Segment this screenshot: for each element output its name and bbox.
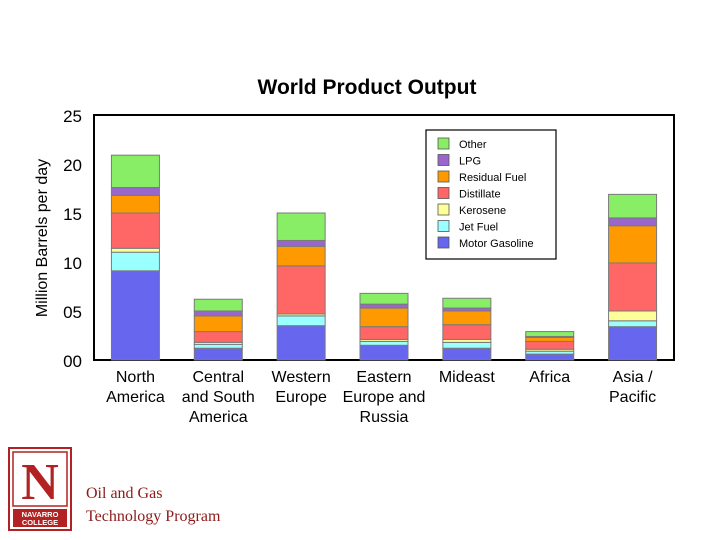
x-tick-label: Central: [192, 369, 244, 386]
legend-swatch: [437, 154, 450, 166]
bar-segment: [110, 194, 160, 214]
bar-segment: [193, 315, 243, 333]
logo-line1: NAVARRO: [22, 510, 59, 519]
chart-title: World Product Output: [258, 76, 477, 99]
bar-segment: [525, 353, 575, 361]
chart: World Product Output Million Barrels per…: [34, 76, 675, 426]
bar-segment: [359, 307, 409, 328]
bar-segment: [608, 262, 658, 312]
x-tick-label: and South: [182, 389, 255, 406]
logo-letter: N: [21, 454, 59, 511]
bars: [110, 154, 658, 361]
bar-segment: [442, 324, 492, 340]
legend-label: Residual Fuel: [459, 172, 526, 184]
bar-segment: [193, 331, 243, 343]
bar-segment: [525, 340, 575, 350]
x-tick-label: America: [106, 389, 165, 406]
y-axis-label: Million Barrels per day: [34, 159, 51, 317]
legend: Other LPG Residual Fuel Distillate Kerosene J…: [425, 129, 557, 260]
bar-segment: [442, 341, 492, 349]
footer-line2: Technology Program: [86, 508, 221, 525]
y-ticks: 00 05 10 15 20 25: [63, 107, 82, 371]
bar-segment: [276, 245, 326, 267]
legend-swatch: [437, 236, 450, 249]
legend-label: LPG: [459, 156, 481, 168]
legend-label: Distillate: [459, 189, 501, 201]
bar-segment: [359, 344, 409, 361]
legend-swatch: [437, 203, 450, 216]
legend-swatch: [437, 220, 450, 232]
bar-segment: [608, 326, 658, 361]
legend-swatch: [437, 187, 450, 199]
bar-segment: [359, 340, 409, 346]
bar-segment: [193, 310, 243, 317]
x-tick-label: Asia /: [613, 369, 654, 386]
bar-segment: [276, 212, 326, 241]
footer-line1: Oil and Gas: [86, 485, 163, 502]
x-tick-label: Russia: [360, 409, 409, 426]
bar-segment: [442, 310, 492, 326]
legend-swatch: [437, 137, 450, 150]
x-tick-label: Africa: [529, 369, 570, 386]
x-tick-label: Western: [272, 369, 331, 386]
y-tick-label: 10: [63, 254, 82, 273]
y-tick-label: 25: [63, 107, 82, 126]
bar-segment: [442, 347, 492, 361]
bar-segment: [110, 247, 160, 253]
y-tick-label: 15: [63, 205, 82, 224]
bar-segment: [110, 154, 160, 189]
bar-segment: [110, 187, 160, 196]
bar-segment: [193, 343, 243, 349]
bar-segment: [359, 303, 409, 309]
legend-swatch: [437, 170, 450, 183]
bar-segment: [608, 217, 658, 227]
legend-label: Other: [459, 139, 487, 151]
bar-segment: [276, 239, 326, 247]
y-tick-label: 00: [63, 352, 82, 371]
bar-segment: [608, 310, 658, 322]
x-labels: North America Central and South America Weste…: [106, 369, 656, 426]
legend-label: Kerosene: [459, 205, 506, 217]
bar-segment: [608, 193, 658, 219]
bar-segment: [359, 292, 409, 305]
bar-segment: [193, 347, 243, 361]
y-tick-label: 20: [63, 156, 82, 175]
bar-segment: [276, 265, 326, 315]
bar-segment: [110, 270, 160, 361]
bar-segment: [110, 212, 160, 249]
x-tick-label: Europe: [275, 389, 327, 406]
x-tick-label: America: [189, 409, 248, 426]
legend-label: Jet Fuel: [459, 222, 498, 234]
x-tick-label: Mideast: [439, 369, 496, 386]
bar-segment: [608, 225, 658, 264]
x-tick-label: North: [116, 369, 155, 386]
bar-segment: [525, 336, 575, 342]
legend-label: Motor Gasoline: [459, 238, 534, 250]
bar-segment: [193, 298, 243, 312]
navarro-college-logo: N NAVARRO COLLEGE: [8, 447, 72, 531]
bar-segment: [525, 331, 575, 337]
bar-segment: [276, 315, 326, 327]
logo-line2: COLLEGE: [22, 518, 58, 527]
bar-segment: [359, 326, 409, 340]
x-tick-label: Europe and: [343, 389, 426, 406]
bar-segment: [442, 297, 492, 309]
x-tick-label: Pacific: [609, 389, 656, 406]
bar-segment: [608, 320, 658, 328]
bar-segment: [276, 325, 326, 361]
y-tick-label: 05: [63, 303, 82, 322]
x-tick-label: Eastern: [356, 369, 411, 386]
bar-segment: [110, 251, 160, 272]
